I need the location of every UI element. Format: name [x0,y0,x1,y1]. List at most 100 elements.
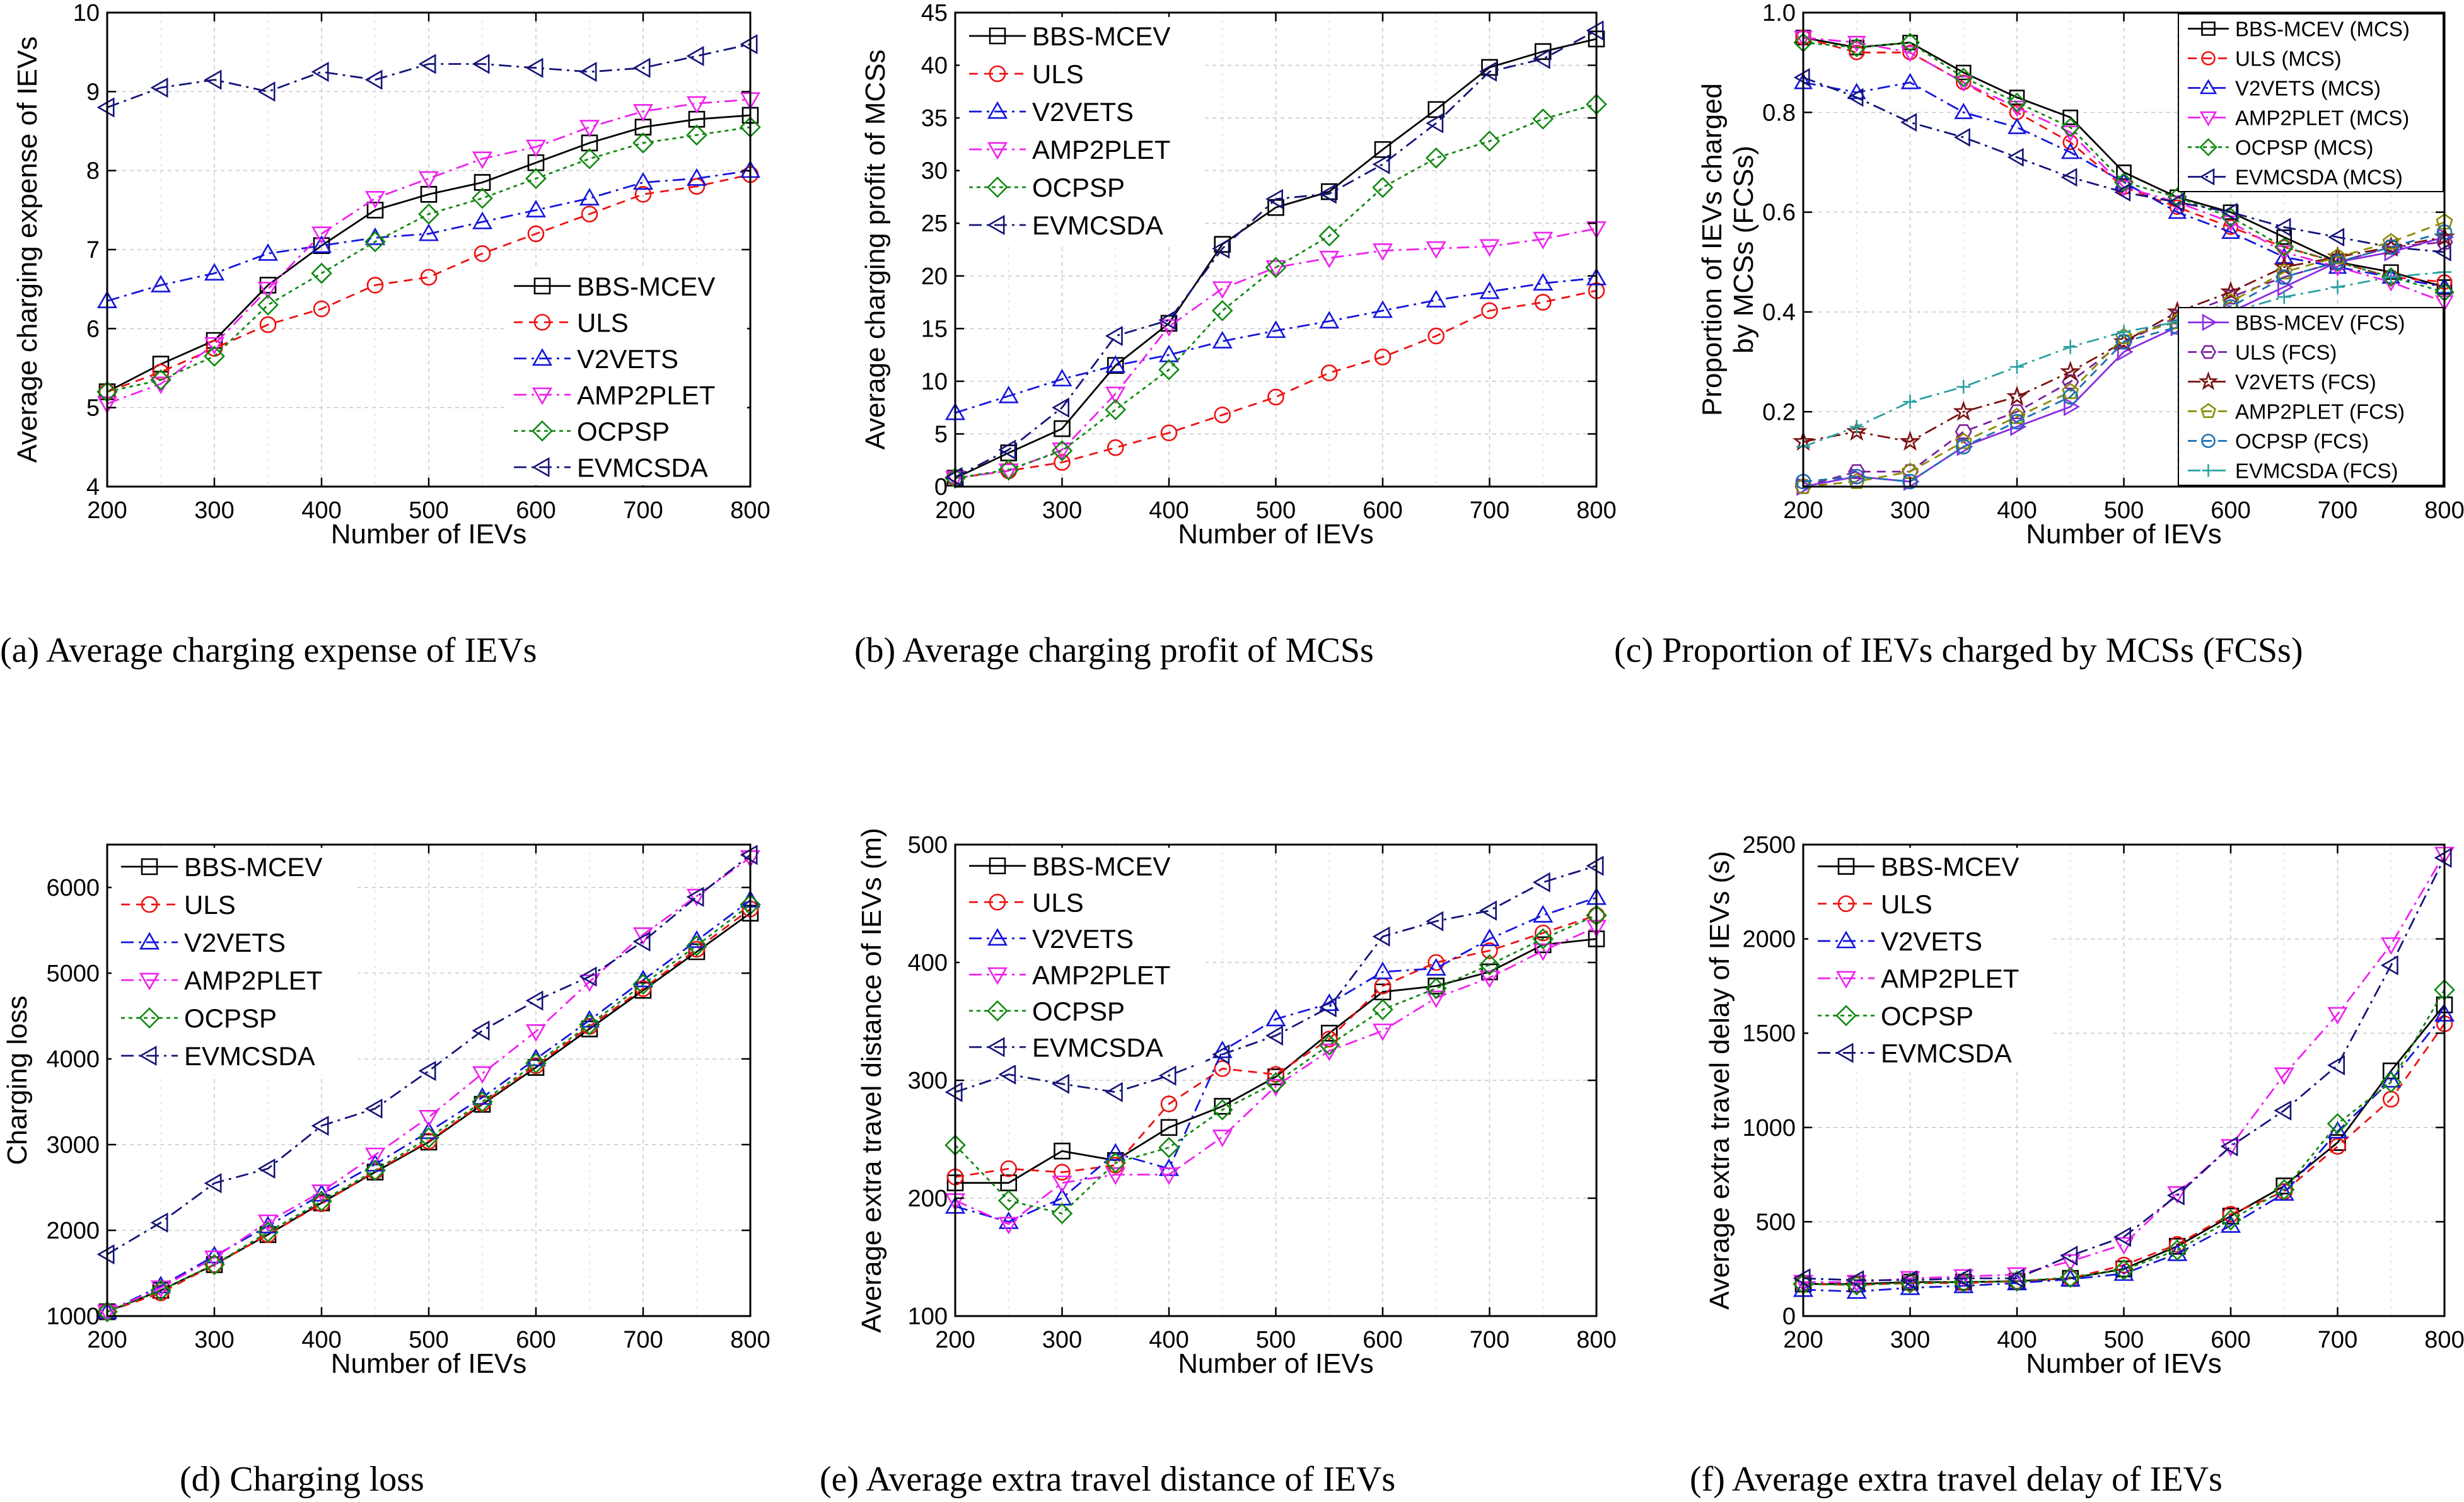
legend-label: ULS [184,890,236,920]
legend-marker [139,1045,157,1066]
x-tick-label: 600 [516,1327,555,1353]
data-point [579,120,600,138]
data-point [1318,1034,1340,1056]
data-point [1214,1060,1231,1077]
legend-marker [987,214,1005,236]
data-point [2166,1185,2185,1206]
data-point [1372,243,1393,262]
data-point [1158,309,1177,331]
data-point [1426,113,1444,134]
y-tick-label: 15 [921,316,948,342]
data-point [1267,388,1284,406]
legend-marker [987,142,1008,160]
legend-a: BBS-MCEV ULS V2VETS AMP2PLET OCPSP EVMCSDA [504,268,747,485]
legend-item: EVMCSDA (FCS) [2188,459,2398,483]
data-point [686,930,707,948]
series-group-a [96,34,761,414]
legend-item: ULS [969,887,1084,917]
data-point [1481,942,1498,959]
legend-label: EVMCSDA [1881,1038,2012,1068]
x-tick-label: 300 [194,497,234,524]
data-point [579,188,600,206]
data-point [2059,1266,2081,1288]
legend-item: EVMCSDA [969,211,1163,240]
y-tick-label: 4000 [46,1046,100,1073]
data-point [1899,430,1921,451]
data-point [1532,928,1554,950]
data-point [1534,294,1552,311]
series-line [107,857,751,1313]
data-point [2167,192,2184,212]
data-point [1318,225,1340,247]
y-tick-label: 1000 [46,1303,100,1330]
y-tick-label: 0 [1782,1303,1796,1330]
y-tick-label: 10 [73,0,100,26]
legend-marker [989,27,1006,45]
data-point [257,294,279,316]
data-point [364,1147,386,1165]
data-point [96,1244,115,1265]
legend-box [2178,307,2444,486]
data-point [204,1245,225,1264]
data-point [1211,1099,1233,1121]
x-tick-label: 200 [1783,497,1823,524]
legend-item: BBS-MCEV [969,21,1170,51]
data-point [472,1020,490,1041]
data-point [2113,1259,2135,1281]
data-point [257,1158,276,1179]
x-axis-label: Number of IEVs [2026,519,2222,550]
data-point [2327,1007,2348,1025]
x-axis-label: Number of IEVs [1178,519,1374,550]
data-point [2059,361,2081,381]
y-tick-label: 2500 [1742,832,1796,858]
data-point [2274,1067,2294,1085]
data-point [1372,154,1390,175]
x-tick-label: 800 [730,1327,770,1353]
data-point [2327,1055,2345,1076]
data-point [2221,222,2240,239]
legend-item: OCPSP (MCS) [2188,136,2373,159]
data-point [1212,1040,1233,1058]
x-tick-label: 800 [730,497,770,524]
legend-marker [533,277,551,295]
data-point [1107,439,1124,456]
y-tick-label: 2000 [1742,927,1796,953]
data-point [2436,234,2453,250]
legend-marker [2201,434,2216,448]
data-point [2220,1136,2238,1157]
legend-item: ULS (MCS) [2188,47,2342,71]
y-tick-label: 0 [934,474,948,500]
legend-item: AMP2PLET [121,966,322,995]
data-point [686,889,707,907]
x-tick-label: 600 [2211,497,2250,524]
data-point [366,277,384,294]
data-point [686,96,707,114]
data-point [1900,32,1921,53]
data-point [1051,440,1073,462]
y-tick-label: 0.2 [1762,399,1796,425]
chart-c: 200 300 400 500 600 700 800 0.2 0.4 0.6 0.8 1.0 Numb… [1614,0,2464,670]
ticks-d: 200 300 400 500 600 700 800 1000 2000 3000 4000 500… [46,845,770,1353]
ticks-a: 200 300 400 500 600 700 800 4 5 6 7 8 9 10 [73,0,770,524]
y-tick-label: 8 [86,158,100,185]
legend-label: V2VETS (MCS) [2235,77,2381,100]
series-group-f [1793,846,2455,1299]
data-point [1265,188,1283,209]
legend-label: EVMCSDA (FCS) [2235,459,2398,483]
y-tick-label: 0.4 [1762,299,1796,326]
series-line [1803,76,2445,253]
legend-label: V2VETS [1881,927,1982,956]
data-point [1214,407,1231,424]
data-point [96,97,115,118]
data-point [740,845,758,865]
data-point [2060,117,2081,137]
legend-label: OCPSP (FCS) [2235,430,2369,453]
data-point [1481,302,1498,320]
legend-label: BBS-MCEV [577,272,715,301]
data-point [525,1052,547,1074]
x-tick-label: 200 [935,497,975,524]
series-group-d [96,845,761,1323]
data-point [740,34,758,55]
legend-item: ULS (FCS) [2188,341,2337,364]
